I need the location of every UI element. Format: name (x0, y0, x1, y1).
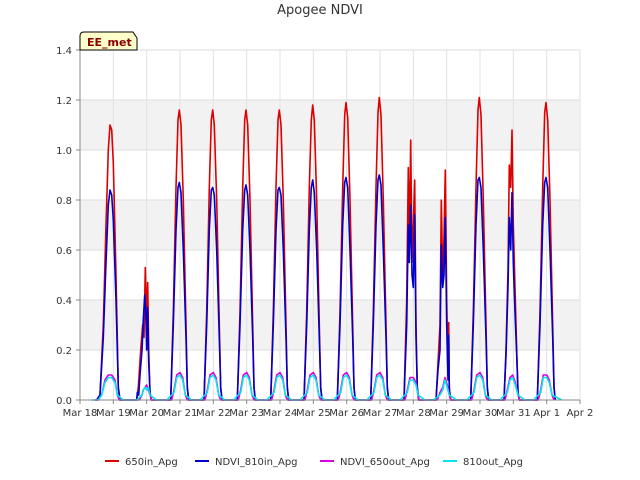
chart-title: Apogee NDVI (277, 3, 363, 18)
x-tick-label: Mar 21 (163, 408, 198, 419)
site-badge: EE_met (79, 31, 138, 51)
x-tick-label: Mar 22 (196, 408, 231, 419)
y-tick-label: 1.4 (56, 46, 72, 57)
x-tick-label: Mar 31 (496, 408, 531, 419)
x-tick-label: Mar 26 (329, 408, 364, 419)
legend: 650in_Apg NDVI_810in_Apg NDVI_650out_Apg 81… (105, 457, 523, 468)
legend-label: 650in_Apg (125, 457, 178, 468)
x-tick-label: Mar 27 (363, 408, 398, 419)
x-tick-label: Mar 23 (229, 408, 264, 419)
x-tick-label: Mar 20 (129, 408, 164, 419)
band (80, 300, 580, 350)
x-tick-label: Mar 18 (63, 408, 98, 419)
y-tick-label: 0.0 (56, 396, 72, 407)
x-tick-label: Apr 1 (533, 408, 560, 419)
y-tick-labels: 0.0 0.2 0.4 0.6 0.8 1.0 1.2 1.4 (56, 46, 72, 407)
x-tick-label: Mar 29 (429, 408, 464, 419)
x-tick-label: Mar 19 (96, 408, 131, 419)
plot-background-bands (80, 50, 580, 400)
y-tick-label: 0.6 (56, 246, 72, 257)
x-tick-label: Mar 25 (296, 408, 331, 419)
axes (76, 49, 581, 404)
badge-box (79, 31, 138, 51)
y-tick-label: 1.2 (56, 96, 72, 107)
y-tick-label: 0.8 (56, 196, 72, 207)
legend-label: NDVI_650out_Apg (340, 457, 430, 468)
y-tick-label: 0.4 (56, 296, 72, 307)
y-tick-label: 0.2 (56, 346, 72, 357)
y-tick-label: 1.0 (56, 146, 72, 157)
x-tick-label: Mar 24 (263, 408, 298, 419)
band (80, 100, 580, 150)
band (80, 200, 580, 250)
x-tick-label: Mar 30 (463, 408, 498, 419)
badge-label: EE_met (87, 36, 132, 49)
x-tick-label: Mar 28 (396, 408, 431, 419)
x-tick-label: Apr 2 (567, 408, 594, 419)
legend-label: NDVI_810in_Apg (215, 457, 298, 468)
legend-label: 810out_Apg (463, 457, 523, 468)
